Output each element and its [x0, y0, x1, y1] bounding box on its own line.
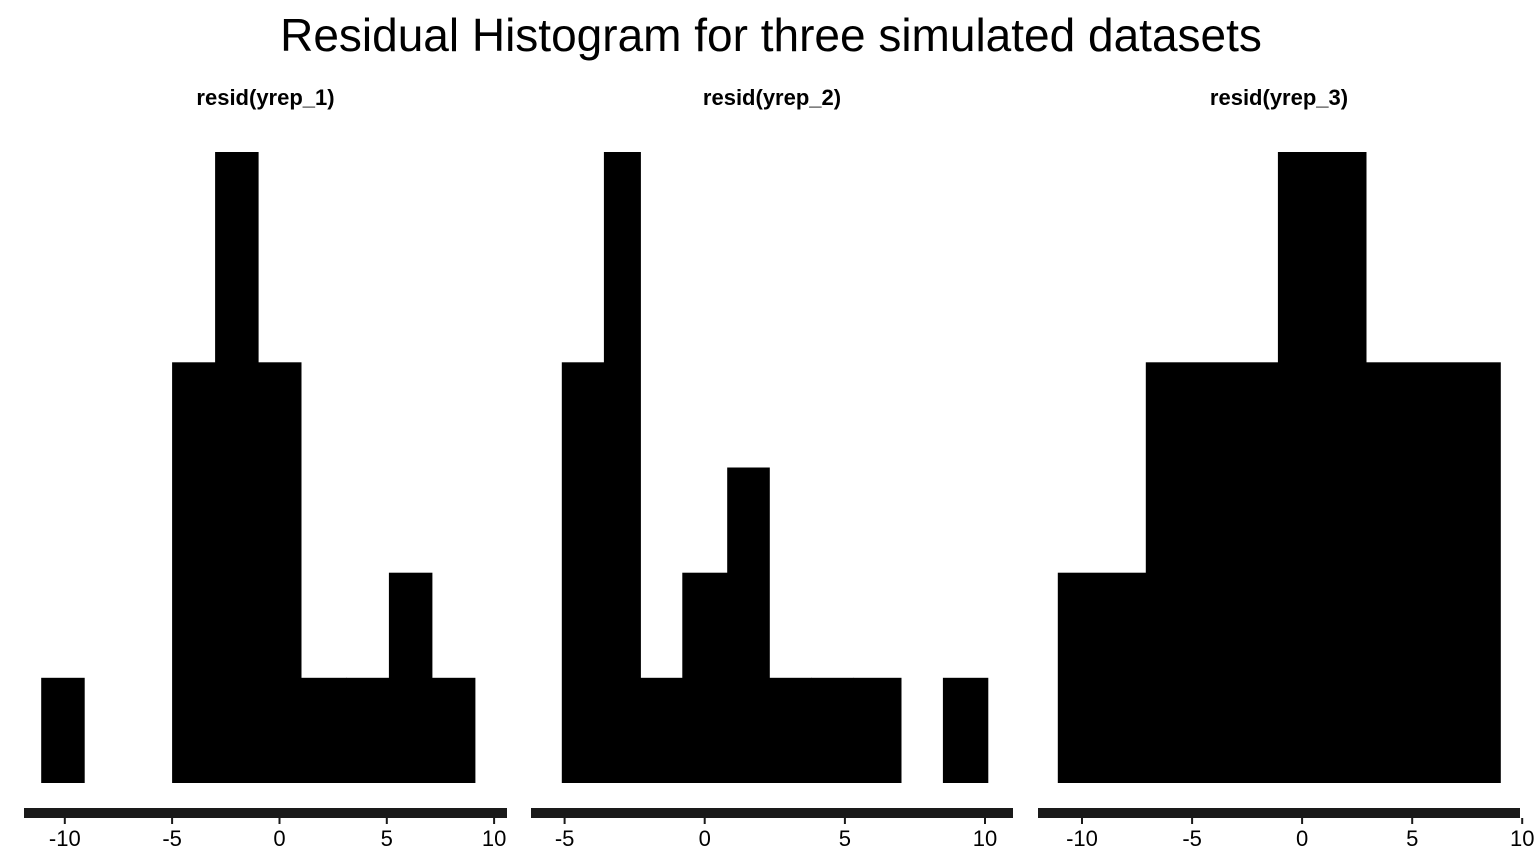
x-tick-label: 0 — [273, 826, 285, 851]
histogram-bar — [769, 677, 812, 783]
x-tick-label: -5 — [555, 826, 575, 851]
x-tick-label: -5 — [1182, 826, 1202, 851]
histogram-bars — [41, 152, 476, 783]
x-axis-line — [1038, 808, 1520, 818]
x-tick-label: 10 — [1510, 826, 1534, 851]
plot-title: Residual Histogram for three simulated d… — [280, 9, 1262, 61]
x-tick-label: 5 — [839, 826, 851, 851]
x-tick-label: 0 — [699, 826, 711, 851]
facet-panel-3: resid(yrep_3) -10 -5 0 5 10 — [1038, 85, 1534, 851]
histogram-bar — [811, 677, 854, 783]
facet-panels: resid(yrep_1) -10 -5 0 5 10 resid(yrep_2) -5 0 5 1… — [24, 85, 1534, 851]
histogram-bar — [942, 677, 989, 783]
facet-panel-1: resid(yrep_1) -10 -5 0 5 10 — [24, 85, 507, 851]
x-axis-line — [24, 808, 507, 818]
histogram-bars — [561, 152, 989, 783]
histogram-bar — [388, 572, 433, 783]
histogram-bar — [1145, 362, 1279, 783]
histogram-bar — [258, 362, 302, 783]
histogram-bar — [41, 677, 85, 783]
facet-strip-label: resid(yrep_2) — [703, 85, 841, 110]
x-tick-label: 5 — [1406, 826, 1418, 851]
x-tick-label: -10 — [49, 826, 81, 851]
x-tick-label: -10 — [1066, 826, 1098, 851]
histogram-bar — [1057, 572, 1147, 783]
histogram-bar — [346, 677, 390, 783]
facet-panel-2: resid(yrep_2) -5 0 5 10 — [531, 85, 1013, 851]
histogram-bar — [682, 572, 728, 783]
histogram-bar — [853, 677, 902, 783]
x-tick-label: 5 — [381, 826, 393, 851]
histogram-bars — [1057, 152, 1501, 783]
x-axis-line — [531, 808, 1013, 818]
histogram-bar — [215, 152, 259, 783]
histogram-bar — [640, 677, 683, 783]
histogram-bar — [300, 677, 347, 783]
facet-strip-label: resid(yrep_3) — [1210, 85, 1348, 110]
x-tick-label: 10 — [482, 826, 506, 851]
histogram-bar — [727, 467, 770, 783]
histogram-bar — [172, 362, 216, 783]
histogram-bar — [1365, 362, 1501, 783]
x-tick-label: 0 — [1296, 826, 1308, 851]
facet-strip-label: resid(yrep_1) — [196, 85, 334, 110]
x-tick-label: 10 — [973, 826, 997, 851]
histogram-bar — [1277, 152, 1367, 783]
histogram-bar — [561, 362, 605, 783]
histogram-bar — [431, 677, 476, 783]
x-tick-label: -5 — [162, 826, 182, 851]
histogram-bar — [603, 152, 641, 783]
